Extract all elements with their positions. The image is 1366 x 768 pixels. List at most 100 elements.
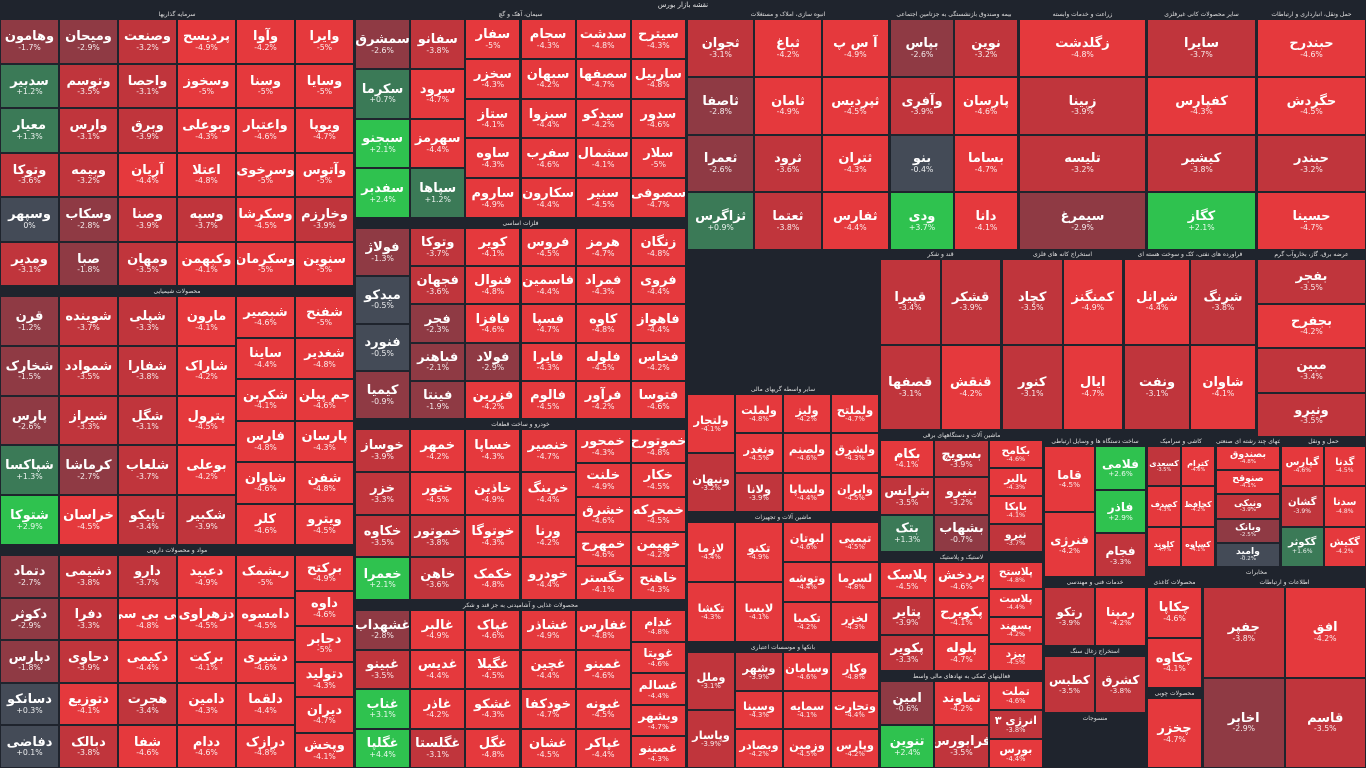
stock-tile[interactable]: ومهان -3.5% [118, 241, 177, 286]
stock-tile[interactable]: شاراک -4.2% [177, 345, 236, 396]
stock-tile[interactable]: بجفرح -4.2% [1257, 303, 1366, 348]
stock-tile[interactable]: وسرخوی -5% [236, 152, 295, 197]
stock-tile[interactable]: شپاکسا +1.3% [0, 445, 59, 496]
stock-tile[interactable]: وایرا -5% [295, 19, 354, 64]
stock-tile[interactable]: بترانس -3.5% [880, 477, 935, 515]
stock-tile[interactable]: سجام -4.3% [520, 19, 576, 59]
stock-tile[interactable]: قپیرا -3.4% [880, 259, 941, 345]
stock-tile[interactable]: بالبر -4.3% [988, 468, 1043, 496]
stock-tile[interactable]: امین -0.6% [880, 681, 935, 725]
stock-tile[interactable]: غویتا -4.6% [630, 641, 686, 674]
stock-tile[interactable]: دفرا -3.3% [59, 597, 118, 641]
stock-tile[interactable]: وصنعت -3.2% [118, 19, 177, 64]
stock-tile[interactable]: سفرب -4.6% [520, 138, 576, 179]
stock-tile[interactable]: وتوسم -3.5% [59, 63, 118, 108]
stock-tile[interactable]: آریان -4.4% [118, 152, 177, 197]
stock-tile[interactable]: خکاوه -3.5% [355, 514, 411, 558]
stock-tile[interactable]: سشمال -4.1% [575, 138, 631, 179]
stock-tile[interactable]: پلاسک -4.5% [880, 562, 935, 599]
stock-tile[interactable]: غسالم -4.4% [630, 673, 686, 705]
stock-tile[interactable]: داوه -4.6% [295, 590, 354, 626]
stock-tile[interactable]: پارسان -4.3% [295, 420, 354, 462]
stock-tile[interactable]: خزر -3.3% [355, 471, 411, 515]
stock-tile[interactable]: حسینا -4.7% [1257, 192, 1366, 250]
stock-tile[interactable]: لسرما -4.8% [831, 562, 879, 602]
stock-tile[interactable]: واحصا -3.1% [118, 63, 177, 108]
stock-tile[interactable]: فلامی +2.6% [1095, 446, 1146, 490]
stock-tile[interactable]: کحافظ -4.2% [1181, 486, 1215, 527]
stock-tile[interactable]: کی بی سی-4.8% [118, 597, 177, 641]
stock-tile[interactable]: دسانکو +0.3% [0, 682, 59, 726]
stock-tile[interactable]: غدام -4.8% [630, 610, 686, 642]
stock-tile[interactable]: افق -4.2% [1284, 587, 1366, 678]
stock-tile[interactable]: دامسوه -4.5% [236, 597, 295, 641]
stock-tile[interactable]: فارس -4.8% [236, 420, 295, 462]
stock-tile[interactable]: وسکرمان -5% [236, 241, 295, 286]
stock-tile[interactable]: پارسان -4.6% [954, 76, 1018, 135]
stock-tile[interactable]: شتوکا +2.9% [0, 495, 59, 545]
stock-tile[interactable]: ختور -4.5% [410, 471, 466, 515]
stock-tile[interactable]: ثرود -3.6% [754, 134, 822, 193]
stock-tile[interactable]: غدیس -4.4% [410, 649, 466, 689]
stock-tile[interactable]: فباهنر -2.1% [410, 342, 466, 381]
stock-tile[interactable]: فتوسا -4.6% [630, 380, 686, 419]
stock-tile[interactable]: ثزاگرس +0.9% [687, 192, 755, 250]
stock-tile[interactable]: خاذین -4.9% [465, 471, 521, 515]
stock-tile[interactable]: سپاها +1.2% [410, 168, 466, 218]
stock-tile[interactable]: فولاد -2.9% [465, 342, 521, 381]
stock-tile[interactable]: غصینو -4.3% [630, 736, 686, 768]
stock-tile[interactable]: رمپنا -4.2% [1095, 587, 1146, 646]
stock-tile[interactable]: ثتران -4.3% [821, 134, 889, 193]
stock-tile[interactable]: تکنو -4.9% [735, 522, 783, 582]
stock-tile[interactable]: بورس -4.4% [988, 739, 1043, 768]
stock-tile[interactable]: کساوه -4.1% [1181, 526, 1215, 567]
stock-tile[interactable]: ونیرو -3.5% [1257, 392, 1366, 437]
stock-tile[interactable]: وتجارت -4.4% [831, 690, 879, 730]
stock-tile[interactable]: ودی +3.7% [890, 192, 954, 250]
stock-tile[interactable]: صبا -1.8% [59, 241, 118, 286]
stock-tile[interactable]: ثفارس -4.4% [821, 192, 889, 250]
stock-tile[interactable]: بصندوق -4.8% [1216, 446, 1280, 471]
stock-tile[interactable]: غشاذر -4.9% [520, 610, 576, 650]
stock-tile[interactable]: کنور -3.1% [1002, 344, 1063, 430]
stock-tile[interactable]: خساپا -4.3% [465, 429, 521, 472]
stock-tile[interactable]: شرنگ -3.8% [1190, 259, 1256, 345]
stock-tile[interactable]: اخابر -2.9% [1203, 677, 1285, 768]
stock-tile[interactable]: مبین -3.4% [1257, 348, 1366, 393]
stock-tile[interactable]: قاما -4.5% [1044, 446, 1095, 512]
stock-tile[interactable]: فنرژی -4.2% [1044, 511, 1095, 577]
stock-tile[interactable]: قشکر -3.9% [940, 259, 1001, 345]
stock-tile[interactable]: حگردش -4.5% [1257, 76, 1366, 135]
stock-tile[interactable]: گشان -3.9% [1281, 486, 1324, 527]
stock-tile[interactable]: پردیسح -4.9% [177, 19, 236, 64]
stock-tile[interactable]: خشرق -4.6% [575, 497, 631, 532]
stock-tile[interactable]: خمهرح -4.6% [575, 531, 631, 566]
stock-tile[interactable]: ومدیر -3.1% [0, 241, 59, 286]
stock-tile[interactable]: غپاکر -4.4% [575, 728, 631, 768]
stock-tile[interactable]: شیراز -3.3% [59, 395, 118, 446]
stock-tile[interactable]: واعتبار -4.6% [236, 108, 295, 153]
stock-tile[interactable]: فسپا -4.7% [520, 304, 576, 343]
stock-tile[interactable]: کرماشا -2.7% [59, 445, 118, 496]
stock-tile[interactable]: پکویر -3.3% [880, 634, 935, 671]
stock-tile[interactable]: فخاس -4.2% [630, 342, 686, 381]
stock-tile[interactable]: میدکو -0.5% [355, 275, 411, 324]
stock-tile[interactable]: سفار -5% [465, 19, 521, 59]
stock-tile[interactable]: دعبید -4.9% [177, 555, 236, 598]
stock-tile[interactable]: ویوپا -4.7% [295, 108, 354, 153]
stock-tile[interactable]: ومیحان -2.9% [59, 19, 118, 64]
stock-tile[interactable]: ایال -4.7% [1062, 344, 1123, 430]
stock-tile[interactable]: ثباغ -4.2% [754, 19, 822, 77]
stock-tile[interactable]: سکارون -4.4% [520, 178, 576, 218]
stock-tile[interactable]: فرابورس -3.5% [934, 724, 989, 768]
stock-tile[interactable]: پردخش -4.6% [934, 562, 989, 599]
stock-tile[interactable]: تپمپی -4.5% [831, 522, 879, 562]
stock-tile[interactable]: غگلپا +4.4% [355, 728, 411, 768]
stock-tile[interactable]: کویر -4.1% [465, 228, 521, 267]
stock-tile[interactable]: کشرق -3.8% [1095, 656, 1146, 713]
stock-tile[interactable]: کترام -4.6% [1181, 446, 1215, 487]
stock-tile[interactable]: انرژی ۳ -3.8% [988, 710, 1043, 739]
stock-tile[interactable]: هجرت -3.4% [118, 682, 177, 726]
stock-tile[interactable]: فولاژ -1.3% [355, 228, 411, 276]
stock-tile[interactable]: ولتجار -4.1% [687, 394, 735, 453]
